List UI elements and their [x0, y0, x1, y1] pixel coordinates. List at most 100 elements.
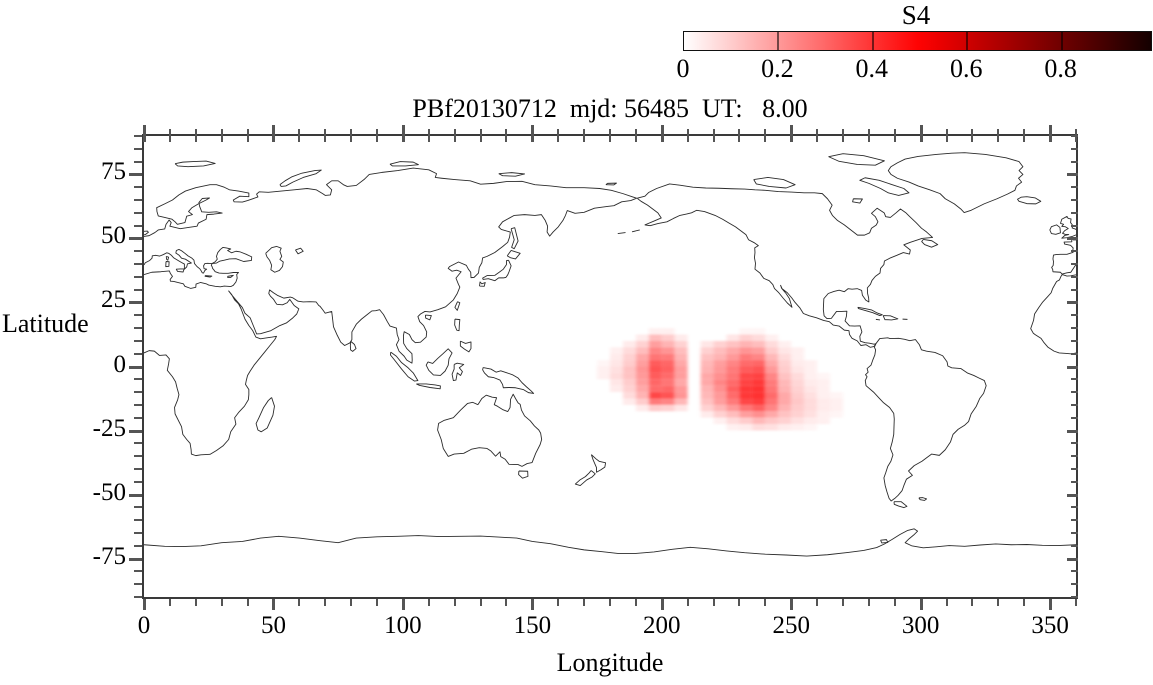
coastline-kyushu [480, 282, 486, 286]
heatmap-cell [739, 360, 753, 367]
y-tick [1071, 225, 1078, 227]
y-tick [134, 468, 142, 470]
y-tick [129, 301, 142, 304]
coastline-borneo [426, 349, 452, 376]
y-tick [1071, 442, 1078, 444]
y-tick [129, 366, 142, 369]
y-tick [134, 353, 142, 355]
y-tick [134, 532, 142, 534]
y-tick [1071, 545, 1078, 547]
heatmap-cell [674, 404, 688, 412]
y-tick [1071, 161, 1078, 163]
x-tick [816, 599, 818, 606]
x-tick [169, 129, 171, 142]
heatmap-cell [817, 404, 831, 412]
coastline-mindanao [460, 341, 471, 352]
x-tick [868, 599, 870, 606]
heatmap-cell [778, 417, 792, 425]
heatmap-cell [804, 360, 818, 367]
heatmap-cell [622, 340, 636, 348]
heatmap-cell [752, 340, 766, 348]
heatmap-cell [674, 334, 688, 341]
coastline-uk-left-fragment [144, 231, 148, 235]
heatmap-cell [817, 417, 831, 425]
x-tick [298, 129, 300, 142]
heatmap-cell [778, 353, 792, 361]
coastline-southampton-island [853, 199, 863, 203]
heatmap-cell [804, 398, 818, 405]
x-tick [661, 599, 664, 610]
x-tick [480, 129, 482, 142]
coastline-south-america [865, 338, 986, 501]
heatmap-cell [739, 379, 753, 386]
heatmap-cell [739, 404, 753, 412]
y-tick [1071, 327, 1078, 329]
y-tick [134, 340, 142, 342]
heatmap-cell [791, 372, 805, 380]
coastline-north-america [637, 184, 932, 347]
x-tick [946, 599, 948, 606]
x-tick [195, 599, 197, 606]
y-tick [134, 212, 142, 214]
heatmap-cell [726, 379, 740, 386]
y-tick-label: -25 [92, 414, 126, 442]
heatmap-cell [674, 347, 688, 354]
heatmap-cell [648, 404, 662, 412]
y-tick [1067, 558, 1078, 561]
heatmap-cell [752, 366, 766, 373]
heatmap-cell [635, 360, 649, 367]
coastline-banks-victoria-islands [754, 177, 795, 188]
y-tick-label: 75 [101, 158, 126, 186]
coastline-newfoundland [922, 239, 938, 247]
heatmap-cell [791, 417, 805, 425]
heatmap-cell [804, 366, 818, 373]
x-tick [894, 599, 896, 606]
y-axis-label: Latitude [2, 309, 89, 338]
x-tick [609, 129, 611, 142]
heatmap-cell [648, 340, 662, 348]
x-tick-label: 150 [513, 612, 552, 639]
heatmap-cell [713, 385, 727, 393]
heatmap-cell [622, 372, 636, 380]
heatmap-cell [817, 379, 831, 386]
x-tick [402, 599, 405, 610]
y-tick-label: -75 [92, 542, 126, 570]
heatmap-cell [804, 372, 818, 380]
heatmap-cell [597, 372, 610, 380]
x-tick [324, 599, 326, 606]
x-tick [713, 599, 715, 606]
heatmap-cell [622, 366, 636, 373]
heatmap-cell [661, 372, 675, 380]
y-tick [134, 570, 142, 572]
x-tick [402, 125, 405, 142]
heatmap-cell [778, 340, 792, 348]
y-tick [1071, 212, 1078, 214]
heatmap-cell [739, 392, 753, 399]
heatmap-cell [713, 340, 727, 348]
heatmap-cell [817, 372, 831, 380]
heatmap-cell [778, 366, 792, 373]
y-tick-label: 25 [101, 286, 126, 314]
heatmap-cell [622, 385, 636, 393]
x-axis-label: Longitude [556, 648, 664, 677]
y-tick [1071, 340, 1078, 342]
heatmap-cell [791, 353, 805, 361]
y-tick [134, 506, 142, 508]
heatmap-cell [752, 424, 766, 431]
x-tick [350, 129, 352, 142]
y-tick [1071, 250, 1078, 252]
coastline-ireland [1050, 225, 1061, 234]
heatmap-cell [804, 392, 818, 399]
heatmap-cell [661, 404, 675, 412]
heatmap-cell [648, 398, 662, 405]
y-tick [134, 250, 142, 252]
x-tick [842, 129, 844, 142]
coastline-new-guinea [483, 368, 534, 394]
heatmap-cell [752, 411, 766, 418]
coastline-hispaniola [883, 316, 898, 320]
x-tick [1049, 125, 1052, 142]
y-tick [1067, 494, 1078, 497]
heatmap-cell [778, 360, 792, 367]
y-tick [129, 237, 142, 240]
heatmap-cell [765, 379, 779, 386]
